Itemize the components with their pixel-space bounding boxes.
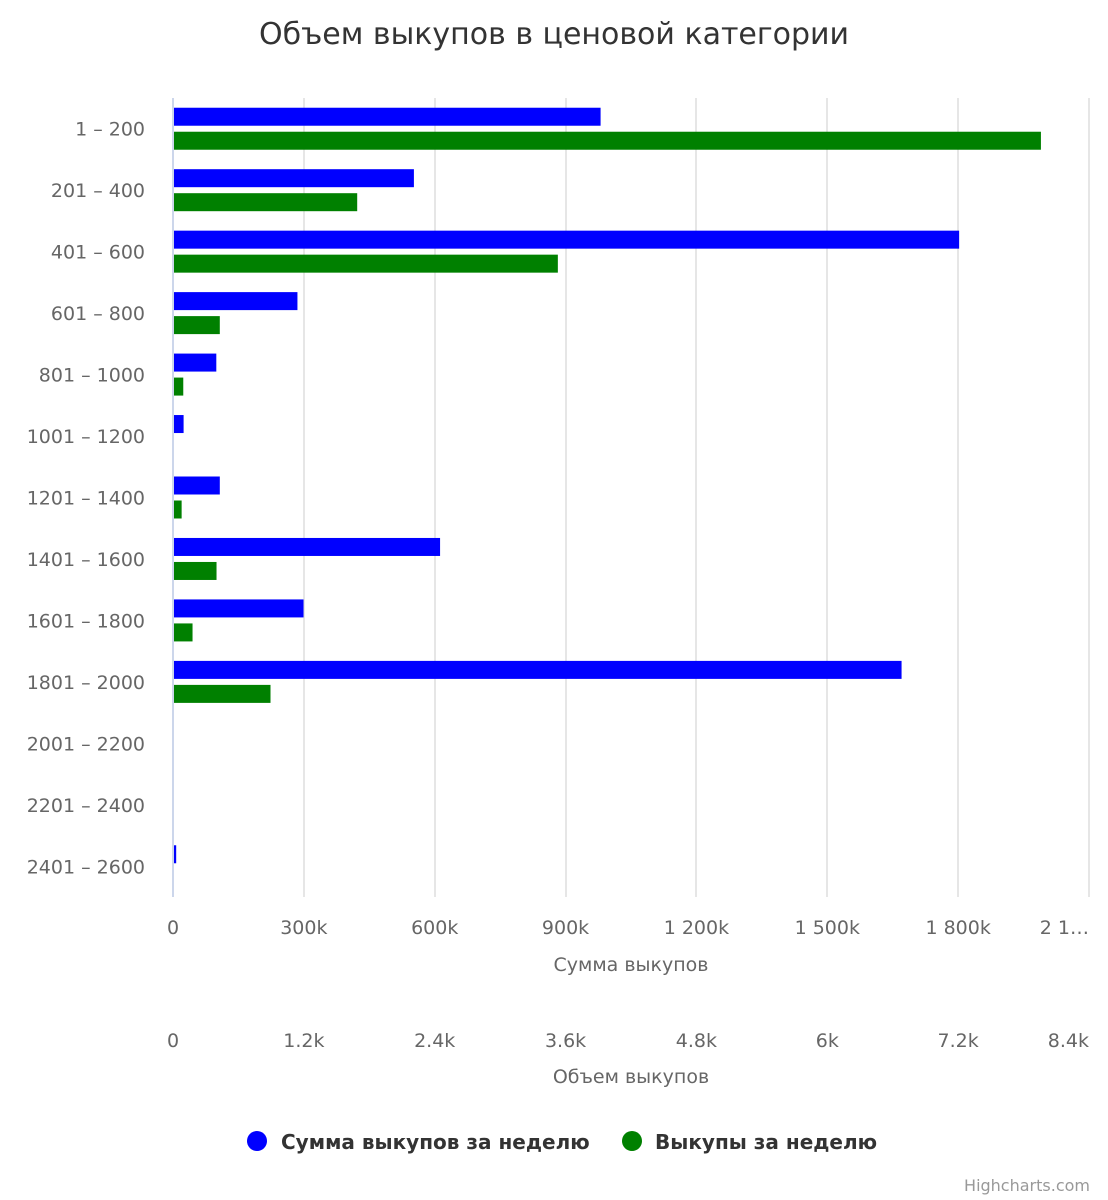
legend-item-sum[interactable]: Сумма выкупов за неделю — [247, 1130, 590, 1154]
x-tick-label: 7.2k — [938, 1030, 979, 1052]
grid-lines — [303, 98, 1090, 897]
bars — [174, 107, 1041, 864]
category-label: 201 – 400 — [51, 180, 145, 202]
x-tick-label: 0 — [167, 917, 179, 939]
bar-volume[interactable] — [174, 193, 358, 212]
bar-sum[interactable] — [174, 660, 902, 679]
legend-item-volume[interactable]: Выкупы за неделю — [622, 1130, 877, 1154]
bar-volume[interactable] — [174, 131, 1041, 150]
x-tick-label: 0 — [167, 1030, 179, 1052]
bar-sum[interactable] — [174, 107, 601, 126]
category-label: 1001 – 1200 — [27, 426, 145, 448]
bar-volume[interactable] — [174, 561, 217, 580]
category-label: 2201 – 2400 — [27, 795, 145, 817]
legend-marker-sum — [247, 1131, 267, 1151]
category-label: 2401 – 2600 — [27, 856, 145, 878]
chart-title: Объем выкупов в ценовой категории — [259, 17, 849, 52]
category-label: 401 – 600 — [51, 242, 145, 264]
x-axis-volume-title: Объем выкупов — [553, 1066, 709, 1088]
x-axis-sum: 0 300k 600k 900k 1 200k 1 500k 1 800k 2 1… — [167, 917, 1089, 939]
bar-volume[interactable] — [174, 377, 184, 396]
bar-sum[interactable] — [174, 845, 177, 864]
x-tick-label: 900k — [542, 917, 589, 939]
x-tick-label: 2 1… — [1040, 917, 1089, 939]
bar-sum[interactable] — [174, 230, 960, 249]
bar-volume[interactable] — [174, 316, 220, 335]
category-label: 2001 – 2200 — [27, 733, 145, 755]
bar-sum[interactable] — [174, 476, 220, 495]
category-label: 1601 – 1800 — [27, 610, 145, 632]
category-label: 601 – 800 — [51, 303, 145, 325]
x-tick-label: 6k — [816, 1030, 839, 1052]
x-tick-label: 1.2k — [283, 1030, 324, 1052]
legend-label-volume: Выкупы за неделю — [655, 1130, 877, 1154]
category-label: 1801 – 2000 — [27, 672, 145, 694]
x-tick-label: 1 800k — [925, 917, 990, 939]
bar-sum[interactable] — [174, 415, 184, 434]
category-label: 801 – 1000 — [39, 365, 145, 387]
category-label: 1201 – 1400 — [27, 488, 145, 510]
x-tick-label: 8.4k — [1048, 1030, 1089, 1052]
legend-marker-volume — [622, 1131, 642, 1151]
x-axis-volume: 0 1.2k 2.4k 3.6k 4.8k 6k 7.2k 8.4k — [167, 1030, 1089, 1052]
bar-volume[interactable] — [174, 684, 271, 703]
x-tick-label: 600k — [411, 917, 458, 939]
x-tick-label: 3.6k — [545, 1030, 586, 1052]
category-label: 1401 – 1600 — [27, 549, 145, 571]
legend-label-sum: Сумма выкупов за неделю — [281, 1130, 590, 1154]
x-tick-label: 300k — [280, 917, 327, 939]
bar-sum[interactable] — [174, 292, 298, 311]
credits-link[interactable]: Highcharts.com — [964, 1176, 1090, 1195]
bar-sum[interactable] — [174, 599, 304, 618]
x-axis-sum-title: Сумма выкупов — [553, 954, 708, 976]
bar-volume[interactable] — [174, 500, 182, 519]
category-axis: 1 – 200 201 – 400 401 – 600 601 – 800 801 – … — [27, 119, 145, 879]
x-tick-label: 1 500k — [795, 917, 860, 939]
x-tick-label: 1 200k — [664, 917, 729, 939]
bar-sum[interactable] — [174, 537, 441, 556]
bar-volume[interactable] — [174, 623, 193, 642]
x-tick-label: 4.8k — [676, 1030, 717, 1052]
bar-volume[interactable] — [174, 254, 558, 273]
x-tick-label: 2.4k — [414, 1030, 455, 1052]
category-label: 1 – 200 — [75, 119, 145, 141]
bar-sum[interactable] — [174, 169, 414, 188]
bar-sum[interactable] — [174, 353, 217, 372]
